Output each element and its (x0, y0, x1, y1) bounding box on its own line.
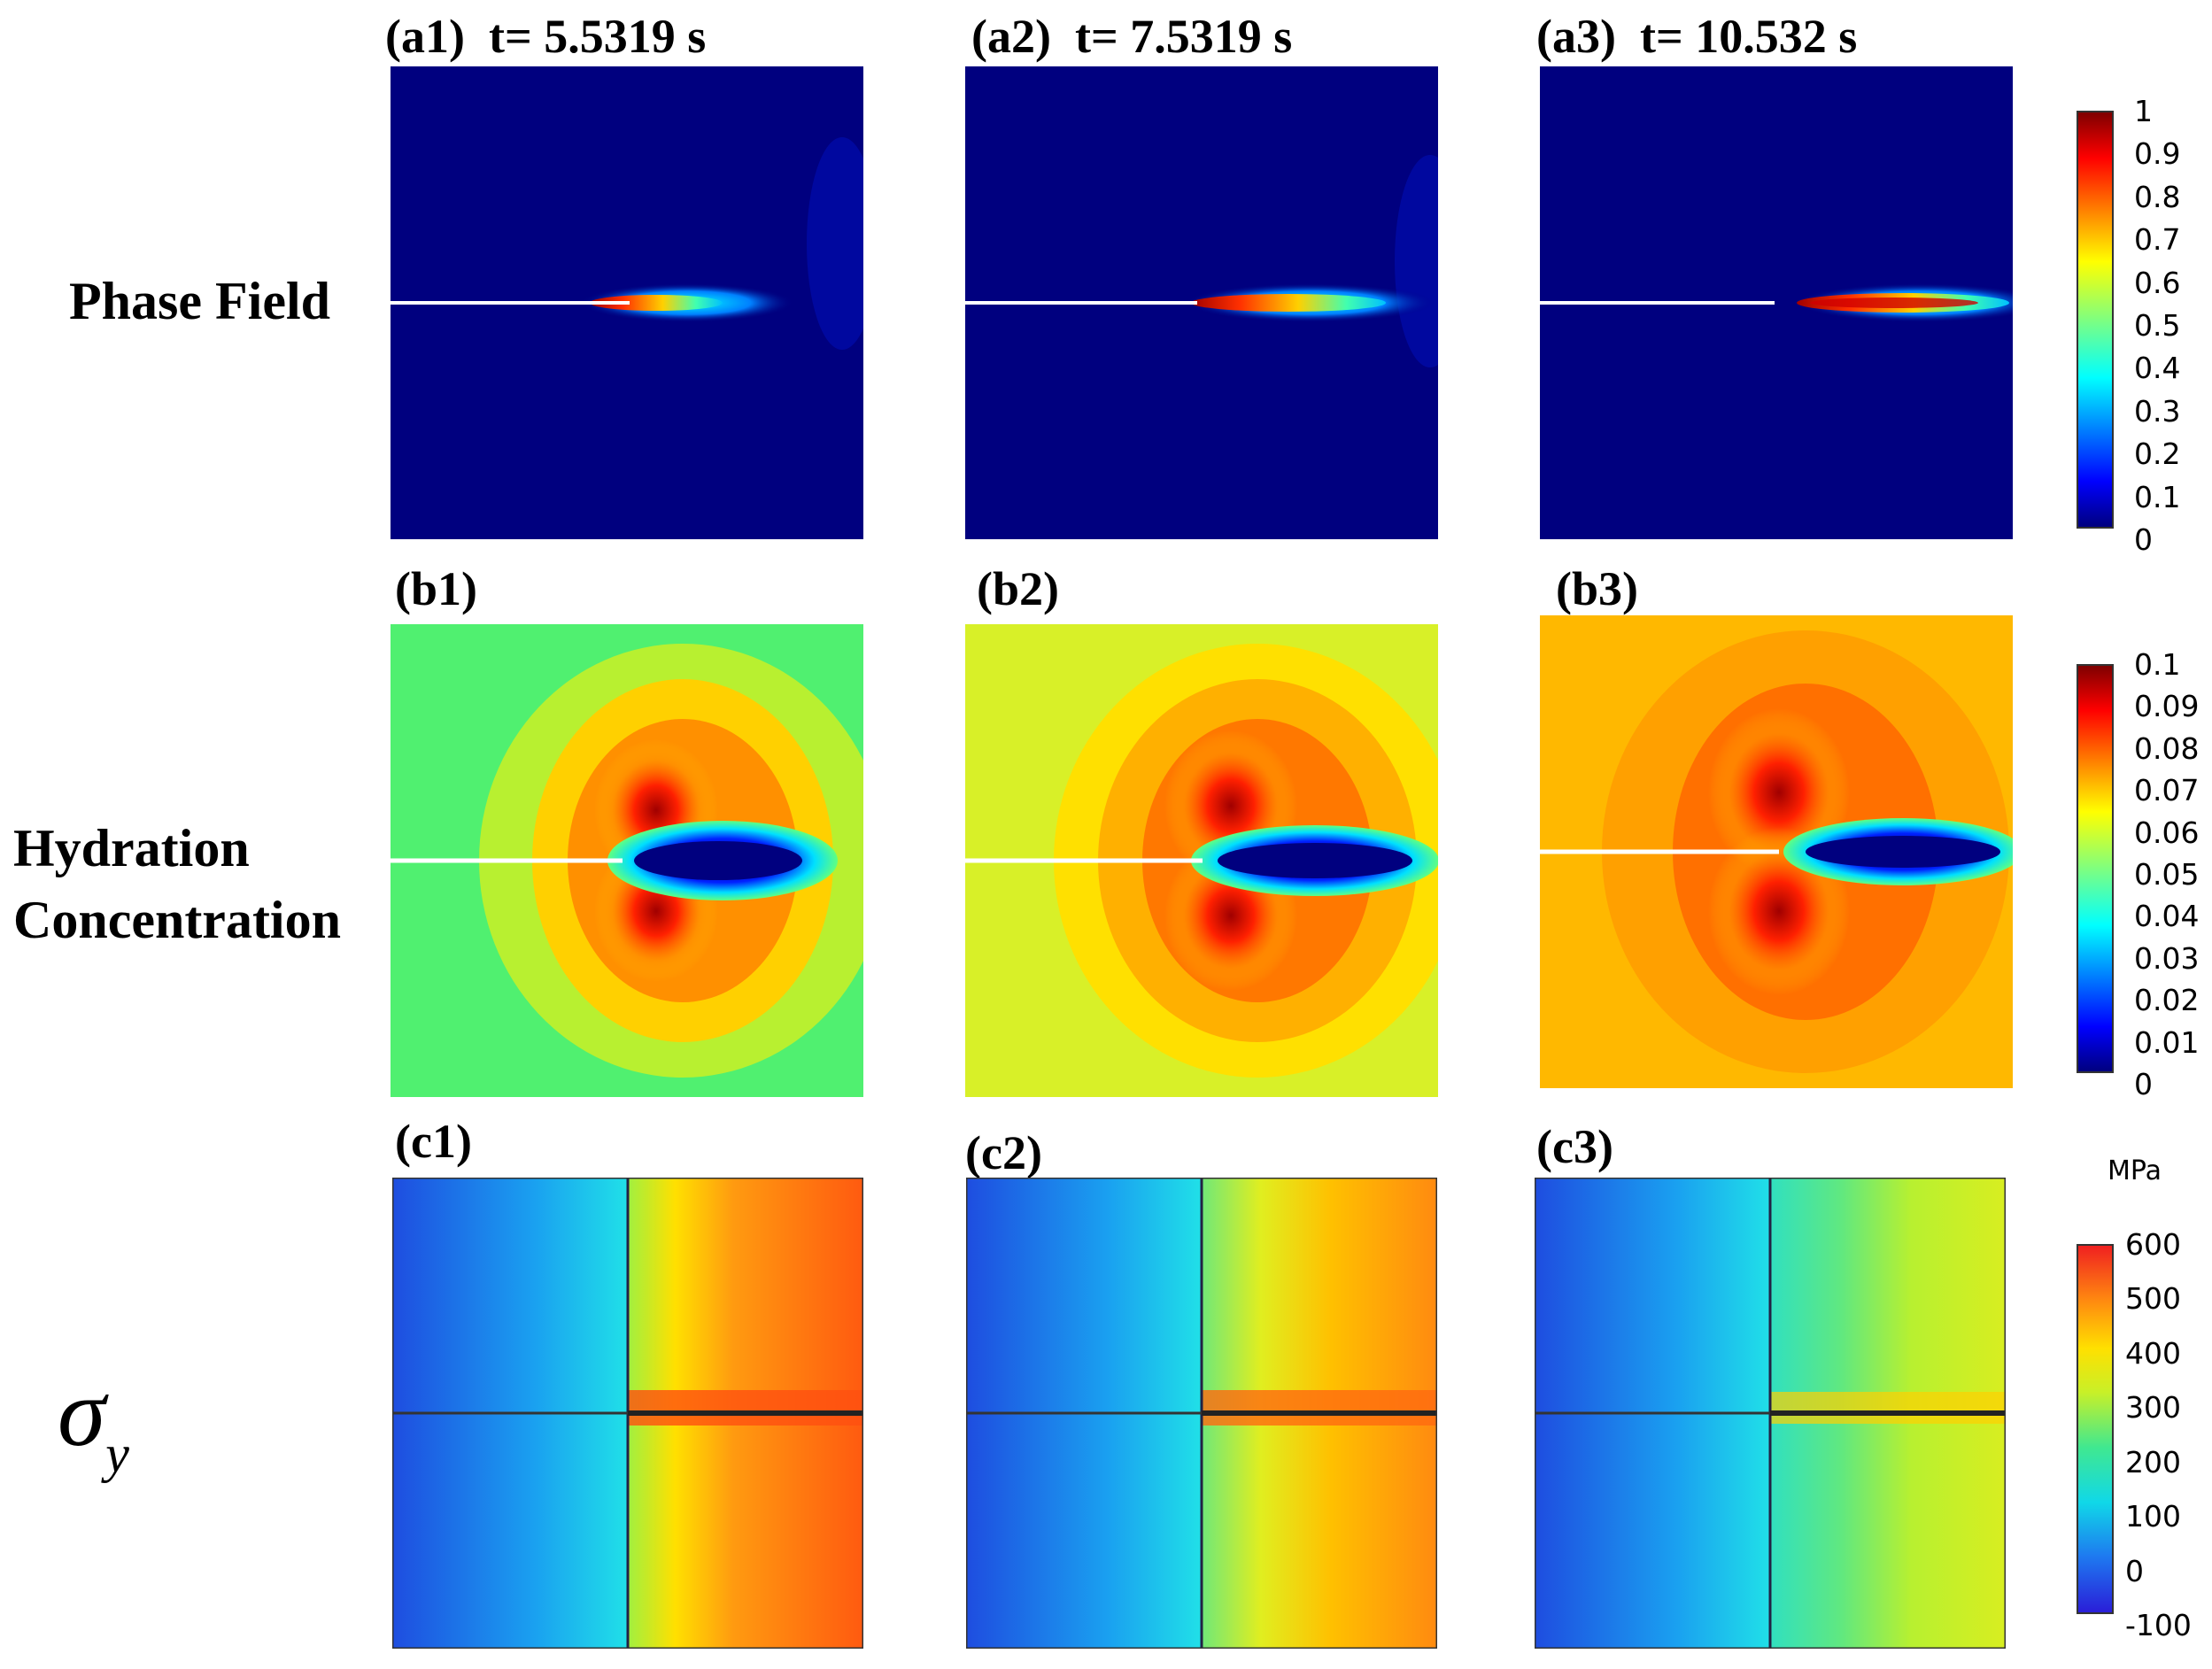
colorbar-tick-label: 0.8 (2134, 179, 2181, 214)
hydration-plot-b3 (1540, 615, 2013, 1088)
colorbar-tick-label: 600 (2125, 1227, 2181, 1262)
colorbar-tick-label: 0.1 (2134, 479, 2181, 514)
colorbar-tick-label: 1 (2134, 94, 2153, 128)
colorbar-tick-label: 0.08 (2134, 730, 2200, 766)
panel-label-c2: (c2) (965, 1126, 1042, 1179)
panel-label-c1: (c1) (395, 1115, 472, 1168)
row-label-hydration: Hydration Concentration (13, 813, 341, 956)
panel-id: (a1) (385, 10, 465, 63)
hydration-plot-b1 (391, 624, 863, 1097)
panel-id: (a3) (1536, 10, 1616, 63)
hydration-plot-b2 (965, 624, 1438, 1097)
panel-time: t= 5.5319 s (488, 10, 707, 63)
panel-label-c3: (c3) (1536, 1120, 1613, 1173)
colorbar-tick-label: 0.9 (2134, 136, 2181, 172)
phase-field-plot-a3 (1540, 66, 2013, 539)
colorbar-tick-label: 0.02 (2134, 983, 2200, 1018)
colorbar-phase-field (2077, 111, 2114, 529)
phase-field-plot-a2 (965, 66, 1438, 539)
colorbar-tick-label: 0.7 (2134, 222, 2181, 258)
panel-label-b2: (b2) (977, 562, 1059, 615)
colorbar-tick-label: 0.04 (2134, 899, 2200, 934)
colorbar-tick-label: 0 (2134, 1067, 2153, 1101)
colorbar-tick-label: 0.05 (2134, 857, 2200, 892)
colorbar-tick-label: 0.6 (2134, 265, 2181, 300)
colorbar-tick-label: 500 (2125, 1281, 2181, 1317)
panel-time: t= 10.532 s (1639, 10, 1858, 63)
row-label-hydration-line1: Hydration (13, 819, 250, 877)
row-label-sigma-y: σy (58, 1364, 129, 1480)
colorbar-stress (2077, 1244, 2114, 1614)
colorbar-tick-label: 0.06 (2134, 815, 2200, 850)
stress-plot-c1 (392, 1178, 863, 1649)
colorbar-tick-label: 0.2 (2134, 437, 2181, 472)
phase-field-plot-a1 (391, 66, 863, 539)
row-label-hydration-line2: Concentration (13, 891, 341, 949)
colorbar-tick-label: 100 (2125, 1499, 2181, 1534)
sigma-symbol: σ (58, 1358, 106, 1466)
colorbar-tick-label: 0.09 (2134, 689, 2200, 724)
panel-id: (a2) (971, 10, 1051, 63)
colorbar-tick-label: 0.3 (2134, 393, 2181, 429)
colorbar-tick-label: 0.4 (2134, 351, 2181, 386)
panel-time: t= 7.5319 s (1074, 10, 1293, 63)
colorbar-tick-label: 0 (2125, 1553, 2144, 1588)
panel-label-b3: (b3) (1556, 562, 1638, 615)
colorbar-hydration (2077, 664, 2114, 1073)
colorbar-tick-label: 0.1 (2134, 647, 2181, 682)
stress-plot-c3 (1535, 1178, 2006, 1649)
row-label-phase-field: Phase Field (69, 272, 330, 330)
colorbar-tick-label: 0.01 (2134, 1024, 2200, 1060)
panel-label-b1: (b1) (395, 562, 477, 615)
colorbar-tick-label: 0.5 (2134, 308, 2181, 343)
colorbar-tick-label: 0.03 (2134, 940, 2200, 976)
colorbar-tick-label: 400 (2125, 1335, 2181, 1371)
sigma-subscript: y (105, 1425, 129, 1483)
colorbar-tick-label: 0 (2134, 522, 2153, 557)
panel-label-a1: (a1) t= 5.5319 s (385, 12, 706, 60)
colorbar-tick-label: 0.07 (2134, 773, 2200, 808)
colorbar-stress-unit: MPa (2108, 1155, 2162, 1186)
colorbar-tick-label: 300 (2125, 1390, 2181, 1426)
colorbar-tick-label: 200 (2125, 1444, 2181, 1480)
panel-label-a2: (a2) t= 7.5319 s (971, 12, 1292, 60)
panel-label-a3: (a3) t= 10.532 s (1536, 12, 1857, 60)
colorbar-tick-label: -100 (2125, 1608, 2192, 1642)
stress-plot-c2 (966, 1178, 1437, 1649)
